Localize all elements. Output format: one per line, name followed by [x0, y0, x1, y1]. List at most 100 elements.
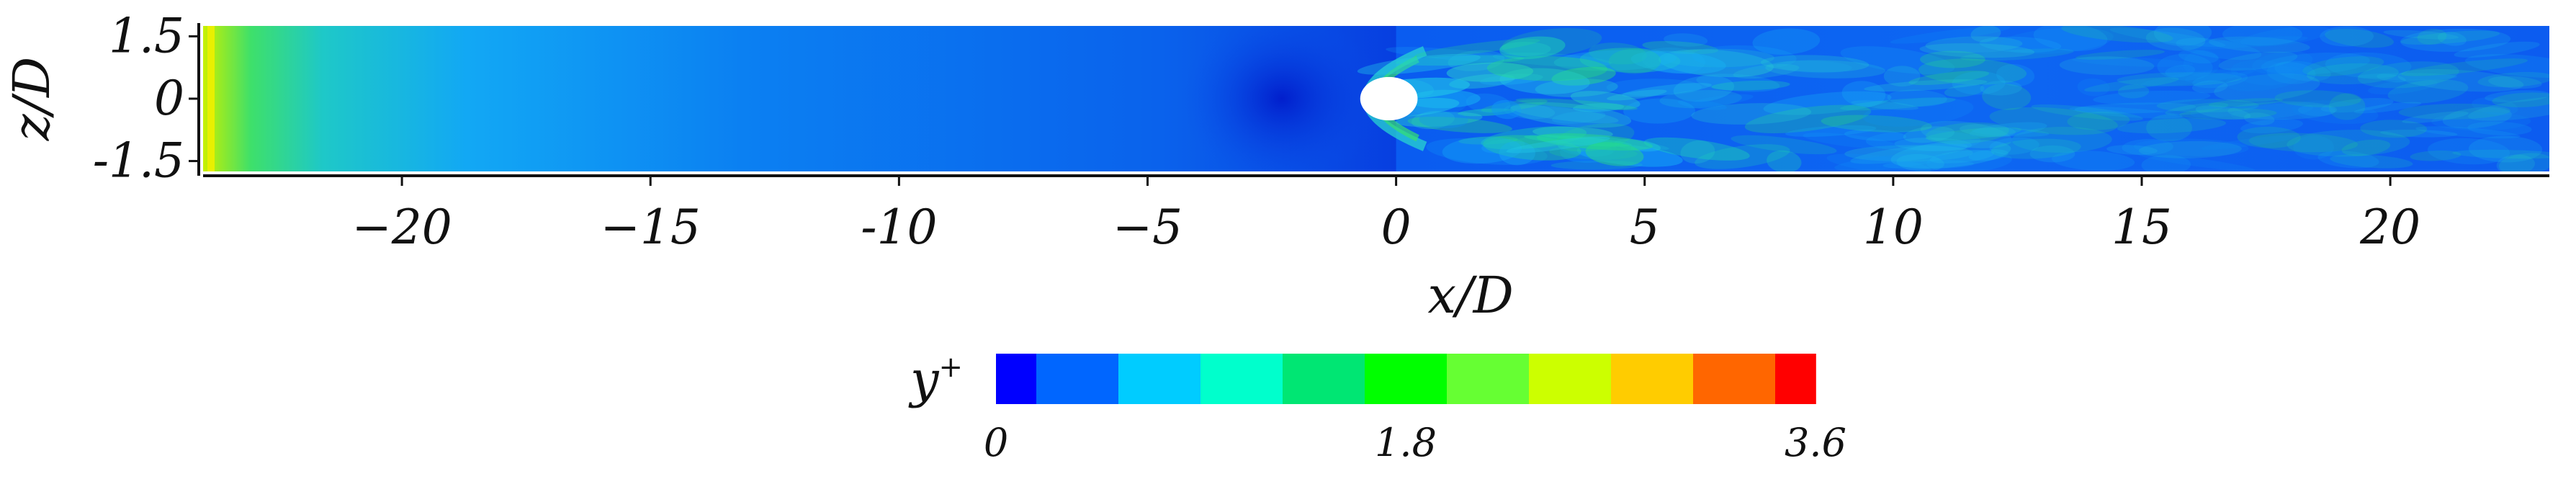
wake-streak: [1664, 48, 1774, 68]
z-tick-label: -1.5: [93, 133, 184, 189]
wake-streak: [2191, 80, 2228, 94]
wake-streak: [2201, 135, 2302, 150]
wake-streak: [2075, 50, 2166, 60]
wake-streak: [2183, 50, 2221, 77]
wake-streak: [2330, 154, 2413, 169]
wake-streak: [2431, 112, 2531, 131]
wake-streak: [2033, 26, 2108, 51]
wake-streak: [1980, 80, 2022, 96]
wake-streak: [2248, 133, 2359, 153]
wake-streak: [1492, 52, 1612, 67]
wake-streak: [1357, 53, 1481, 75]
wake-streak: [1515, 98, 1638, 110]
wake-streak: [1844, 145, 1973, 162]
wake-streak: [1585, 142, 1644, 166]
wake-streak: [1630, 50, 1726, 74]
wake-streak: [1395, 112, 1483, 127]
wake-streak: [1991, 138, 2081, 159]
wake-streak: [1509, 102, 1632, 128]
wake-streak: [1971, 127, 2050, 137]
wake-streak: [2192, 72, 2248, 89]
wake-streak: [2397, 68, 2524, 92]
wake-streak: [2274, 61, 2331, 81]
wake-streak: [2165, 102, 2229, 115]
wake-streak: [1419, 111, 1468, 129]
wake-streak: [1851, 100, 1919, 110]
wake-streak: [2328, 93, 2366, 120]
wake-streak: [1691, 103, 1812, 125]
wake-streak: [2367, 79, 2438, 95]
wake-streak: [1558, 136, 1617, 157]
wake-streak: [2222, 26, 2303, 46]
wake-streak: [1466, 93, 1511, 113]
wake-streak: [2286, 130, 2410, 157]
wake-streak: [2357, 61, 2459, 89]
x-tick-label: −5: [1113, 200, 1182, 255]
colorbar-tick-label: 1.8: [1375, 420, 1437, 465]
wake-streak: [2383, 30, 2459, 40]
wake-streak: [2492, 92, 2549, 107]
wake-streak: [1803, 133, 1898, 149]
wake-streak: [1731, 135, 1837, 155]
wake-streak: [2452, 149, 2549, 159]
wake-streak: [2061, 26, 2173, 43]
wake-streak: [2402, 111, 2469, 124]
colorbar-swatch: [1447, 354, 1530, 404]
wake-streak: [2325, 29, 2394, 48]
wake-streak: [1785, 125, 1877, 137]
wake-streak: [1642, 40, 1719, 55]
colorbar-swatch: [1529, 354, 1612, 404]
wake-streak: [2178, 49, 2219, 64]
wake-streak: [1711, 80, 1790, 91]
wake-streak: [1925, 127, 2022, 141]
colorbar-swatch: [1036, 354, 1119, 404]
wake-streak: [1996, 63, 2035, 86]
wake-streak: [1588, 42, 1647, 65]
x-tick-label: 20: [2359, 200, 2420, 255]
wake-streak: [2051, 151, 2135, 171]
wake-streak: [2240, 26, 2331, 47]
wake-streak: [1696, 73, 1780, 92]
wake-streak: [1506, 136, 1610, 153]
wake-streak: [2146, 114, 2192, 142]
x-tick-label: 15: [2111, 200, 2172, 255]
wake-streak: [2140, 68, 2256, 87]
colorbar-swatch: [996, 354, 1037, 404]
wake-streak: [1944, 84, 1985, 97]
wake-streak: [1446, 62, 1534, 82]
wake-streak: [1549, 146, 1638, 160]
wake-streak: [1502, 28, 1602, 57]
wake-streak: [2084, 77, 2179, 92]
colorbar-swatch: [1611, 354, 1694, 404]
wake-streak: [1960, 48, 2074, 61]
wake-streak: [2011, 127, 2112, 153]
x-tick-label: −15: [601, 200, 701, 255]
wake-streak: [2227, 101, 2338, 120]
wake-streak: [1483, 135, 1581, 161]
wake-streak: [1481, 126, 1587, 150]
wake-streak: [1622, 83, 1712, 97]
wake-streak: [1579, 48, 1681, 73]
wake-streak: [1556, 123, 1635, 152]
wake-streak: [2138, 153, 2256, 171]
wake-streak: [2302, 56, 2384, 77]
wake-streak: [2400, 30, 2500, 45]
wake-streak: [1765, 60, 1886, 79]
wake-streak: [1918, 58, 2027, 85]
wake-streak: [2230, 103, 2314, 120]
wake-streak: [1908, 71, 1990, 86]
wake-streak: [1499, 140, 1535, 166]
wake-streak: [2485, 90, 2549, 102]
wake-streak: [1486, 55, 1608, 81]
inlet-edge-band: [207, 26, 215, 171]
wake-streak: [2106, 145, 2158, 155]
wake-streak: [2141, 155, 2191, 171]
wake-streak: [2468, 135, 2543, 163]
wake-streak: [1883, 66, 1921, 87]
wake-streak: [2467, 121, 2532, 135]
wake-streak: [2488, 76, 2542, 89]
wake-streak: [2353, 102, 2422, 114]
wake-streak: [1677, 99, 1727, 110]
wake-streak: [2178, 108, 2277, 120]
wake-streak: [2465, 54, 2549, 78]
